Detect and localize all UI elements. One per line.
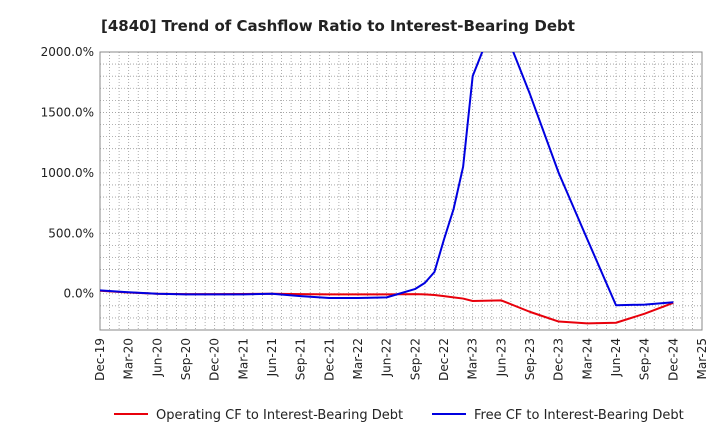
x-tick-label: Mar-24 [580,338,594,379]
x-tick-label: Mar-21 [236,338,250,379]
x-tick-label: Dec-19 [93,338,107,381]
x-axis-tick-labels: Dec-19 Mar-20 Jun-20 Sep-20 Dec-20 Mar-21 Jun-… [93,338,709,381]
x-tick-label: Jun-21 [265,338,279,377]
y-axis-tick-labels: 2000.0% 1500.0% 1000.0% 500.0% 0.0% [41,45,94,301]
legend-label-1: Operating CF to Interest-Bearing Debt [156,408,403,423]
x-tick-label: Sep-20 [179,338,193,380]
series-line-2 [100,52,674,307]
x-tick-label: Dec-20 [208,338,222,381]
x-tick-label: Mar-22 [351,338,365,379]
x-tick-label: Sep-24 [638,338,652,380]
chart-title: [4840] Trend of Cashflow Ratio to Intere… [101,17,575,35]
x-tick-label: Mar-23 [466,338,480,379]
x-tick-label: Sep-23 [523,338,537,380]
x-tick-label: Sep-21 [294,338,308,380]
plot-frame [99,51,703,331]
y-tick-label: 500.0% [48,226,94,240]
grid-layer [99,51,703,331]
x-tick-label: Dec-22 [437,338,451,381]
x-tick-label: Dec-21 [322,338,336,381]
x-tick-label: Jun-20 [150,338,164,377]
y-tick-label: 2000.0% [41,45,94,59]
x-tick-label: Jun-23 [494,338,508,377]
y-tick-label: 0.0% [64,287,95,301]
x-tick-label: Sep-22 [408,338,422,380]
x-tick-label: Mar-20 [122,338,136,379]
x-tick-label: Dec-24 [666,338,680,381]
legend-label-2: Free CF to Interest-Bearing Debt [474,408,684,423]
x-tick-label: Dec-23 [552,338,566,381]
legend: Operating CF to Interest-Bearing Debt Fre… [114,408,684,423]
y-tick-label: 1000.0% [41,166,94,180]
series-layer [100,52,674,325]
x-tick-label: Mar-25 [695,338,709,379]
x-tick-label: Jun-22 [380,338,394,377]
x-tick-label: Jun-24 [609,338,623,377]
y-tick-label: 1500.0% [41,105,94,119]
